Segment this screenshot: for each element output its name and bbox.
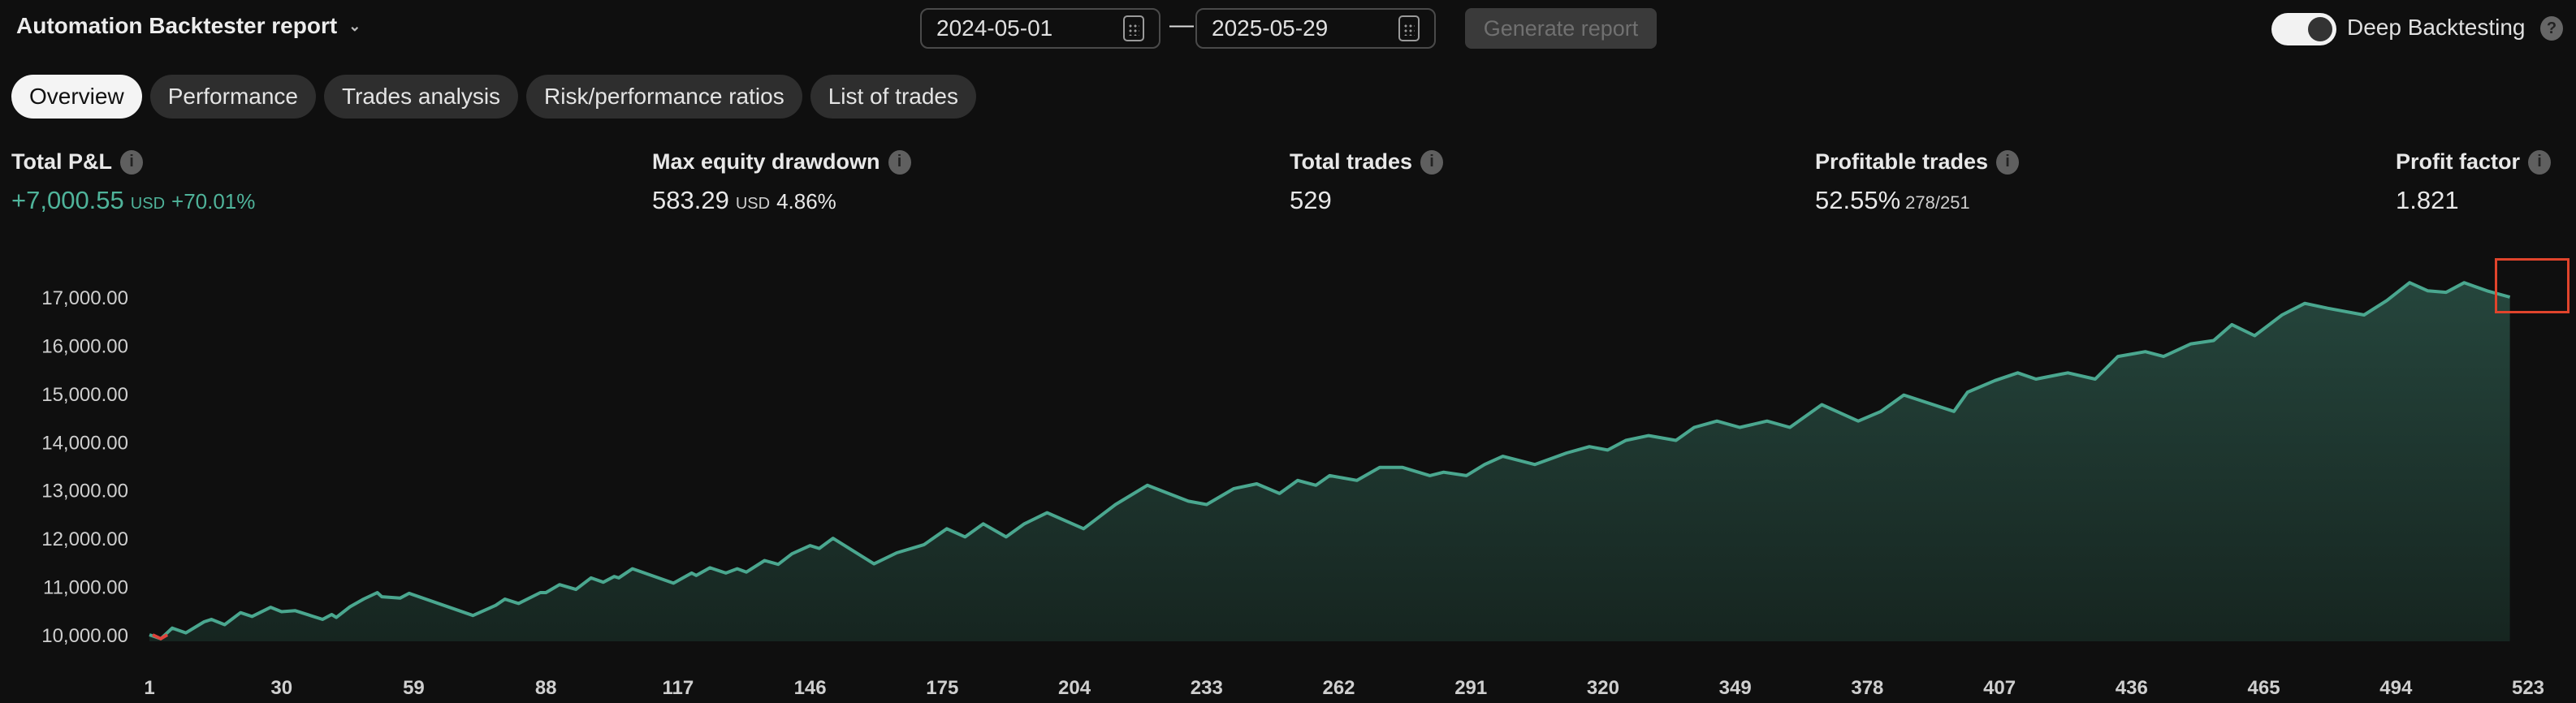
stat-profitable-trades: Profitable trades i 52.55% 278/251 <box>1815 149 2020 215</box>
stat-percent: +70.01% <box>171 189 256 213</box>
x-tick-label: 291 <box>1454 677 1487 699</box>
y-tick-label: 13,000.00 <box>41 481 128 502</box>
x-tick-label: 175 <box>926 677 958 699</box>
x-tick-label: 1 <box>144 677 154 699</box>
report-title: Automation Backtester report <box>16 13 338 38</box>
chevron-down-icon: ⌄ <box>348 17 361 34</box>
y-tick-label: 17,000.00 <box>41 287 128 309</box>
highlight-box <box>2495 258 2570 313</box>
tab-list-of-trades[interactable]: List of trades <box>810 75 977 119</box>
end-date-input[interactable]: 2025-05-29 <box>1195 8 1436 49</box>
stat-value: 52.55% <box>1815 186 1901 214</box>
tab-bar: Overview Performance Trades analysis Ris… <box>11 75 977 119</box>
stat-label: Profit factor <box>2396 149 2521 174</box>
stat-label: Total P&L <box>11 149 112 174</box>
stat-profit-factor: Profit factor i 1.821 <box>2396 149 2552 215</box>
stat-percent: 4.86% <box>776 189 836 213</box>
x-tick-label: 378 <box>1851 677 1883 699</box>
y-tick-label: 10,000.00 <box>41 625 128 647</box>
x-tick-label: 117 <box>663 677 694 699</box>
y-tick-label: 11,000.00 <box>43 577 128 599</box>
stat-total-pnl: Total P&L i +7,000.55 USD +70.01% <box>11 149 255 215</box>
calendar-icon[interactable] <box>1398 15 1420 41</box>
x-tick-label: 59 <box>403 677 425 699</box>
tab-overview[interactable]: Overview <box>11 75 142 119</box>
y-tick-label: 14,000.00 <box>41 432 128 454</box>
tab-risk-performance-ratios[interactable]: Risk/performance ratios <box>526 75 802 119</box>
y-tick-label: 15,000.00 <box>41 384 128 406</box>
y-tick-label: 16,000.00 <box>41 335 128 357</box>
date-separator: — <box>1169 11 1194 38</box>
stat-unit: USD <box>130 195 166 213</box>
start-date-value: 2024-05-01 <box>936 15 1053 41</box>
calendar-icon[interactable] <box>1123 15 1144 41</box>
info-icon[interactable]: i <box>120 149 143 175</box>
x-tick-label: 30 <box>270 677 292 699</box>
x-tick-label: 146 <box>794 677 827 699</box>
equity-line <box>149 281 2511 640</box>
y-axis: 10,000.00 11,000.00 12,000.00 13,000.00 14,0… <box>41 287 128 647</box>
deep-backtesting-label: Deep Backtesting <box>2347 15 2526 40</box>
x-tick-label: 523 <box>2512 677 2544 699</box>
report-title-dropdown[interactable]: Automation Backtester report ⌄ <box>16 13 361 39</box>
stat-sub: 278/251 <box>1905 192 1970 213</box>
stat-value: 529 <box>1290 186 1332 214</box>
x-tick-label: 349 <box>1719 677 1752 699</box>
stat-label: Max equity drawdown <box>652 149 880 174</box>
tab-trades-analysis[interactable]: Trades analysis <box>324 75 519 119</box>
end-date-value: 2025-05-29 <box>1212 15 1329 41</box>
info-icon[interactable]: i <box>888 149 911 175</box>
x-tick-label: 233 <box>1191 677 1223 699</box>
info-icon[interactable]: i <box>1996 149 2020 175</box>
start-date-input[interactable]: 2024-05-01 <box>920 8 1160 49</box>
tab-performance[interactable]: Performance <box>149 75 316 119</box>
equity-line-negative <box>152 633 169 641</box>
stat-value: 583.29 <box>652 186 729 214</box>
stat-unit: USD <box>735 195 771 213</box>
equity-area <box>149 282 2510 641</box>
stat-max-drawdown: Max equity drawdown i 583.29 USD 4.86% <box>652 149 911 215</box>
info-icon[interactable]: i <box>1420 149 1444 175</box>
stat-label: Profitable trades <box>1815 149 1989 174</box>
generate-report-button[interactable]: Generate report <box>1465 8 1657 49</box>
deep-backtesting-toggle[interactable] <box>2271 13 2336 45</box>
stat-value: 1.821 <box>2396 186 2459 214</box>
x-axis: 1 30 59 88 117 146 175 204 233 262 291 320 349 378 407… <box>144 677 2544 699</box>
info-icon[interactable]: i <box>2528 149 2552 175</box>
x-tick-label: 494 <box>2379 677 2413 699</box>
x-tick-label: 320 <box>1587 677 1619 699</box>
x-tick-label: 204 <box>1058 677 1091 699</box>
stat-value: +7,000.55 <box>11 186 124 214</box>
x-tick-label: 407 <box>1983 677 2016 699</box>
x-tick-label: 465 <box>2248 677 2280 699</box>
x-tick-label: 88 <box>535 677 557 699</box>
help-icon[interactable]: ? <box>2540 16 2563 41</box>
x-tick-label: 262 <box>1322 677 1355 699</box>
stat-total-trades: Total trades i 529 <box>1290 149 1444 215</box>
stat-label: Total trades <box>1290 149 1413 174</box>
x-tick-label: 436 <box>2116 677 2148 699</box>
y-tick-label: 12,000.00 <box>41 528 128 550</box>
